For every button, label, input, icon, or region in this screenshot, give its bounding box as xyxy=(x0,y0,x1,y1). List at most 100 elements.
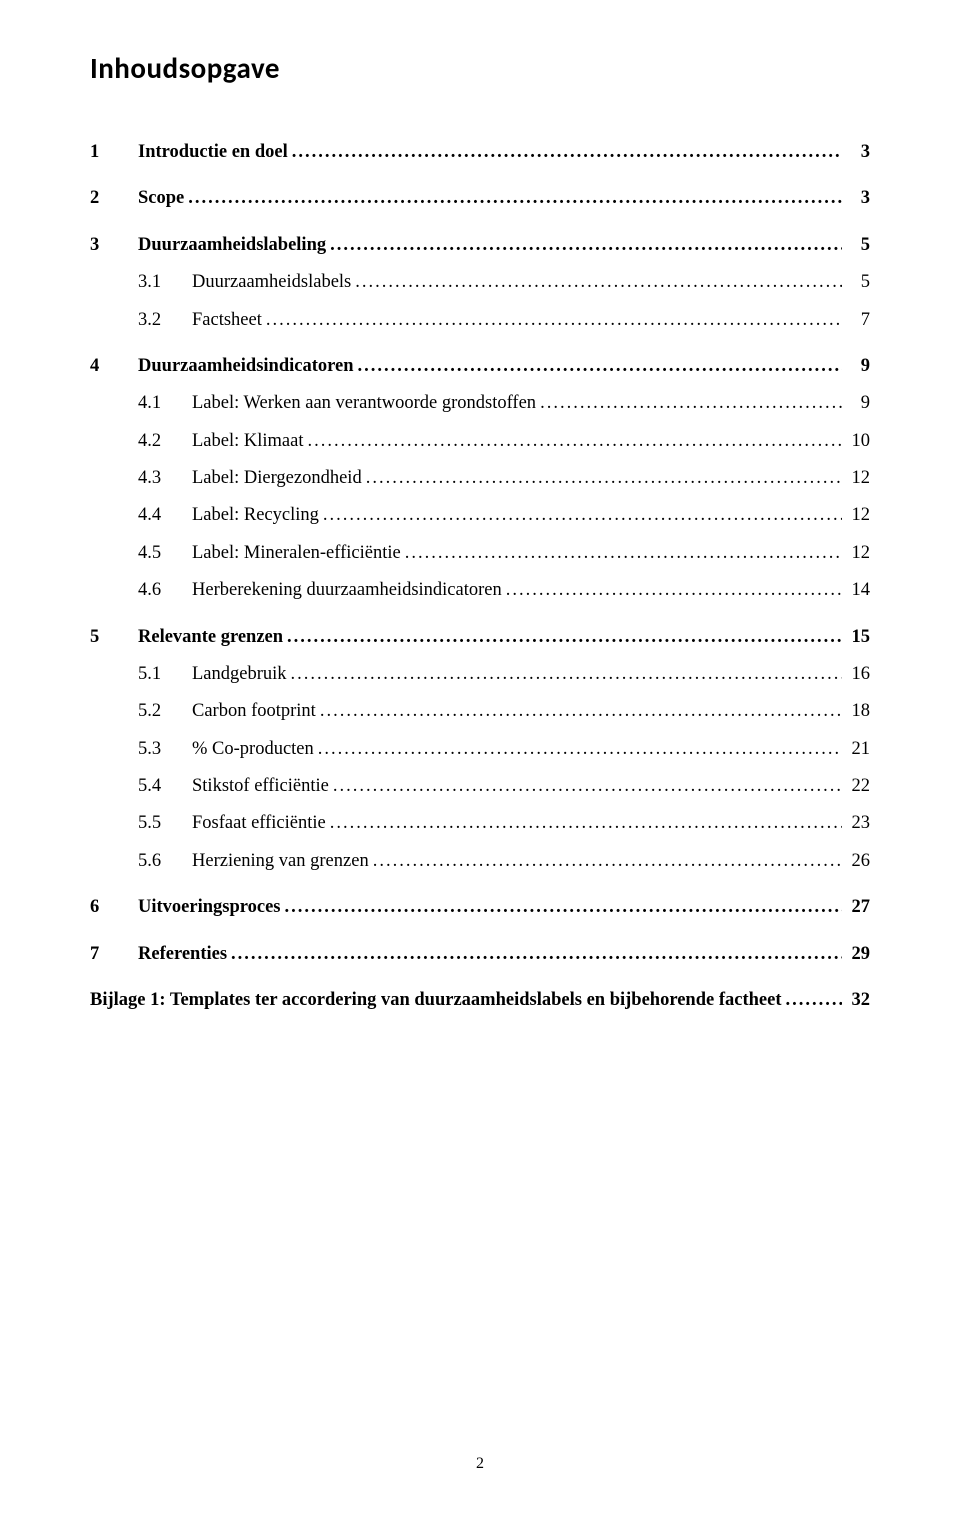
toc-dot-leader xyxy=(373,845,842,877)
toc-entry[interactable]: 2Scope 3 xyxy=(90,182,870,214)
toc-dot-leader xyxy=(358,350,842,382)
toc-entry[interactable]: 4.4Label: Recycling12 xyxy=(90,499,870,531)
toc-entry-number: 3.2 xyxy=(138,304,192,336)
toc-dot-leader xyxy=(318,733,842,765)
toc-dot-leader xyxy=(355,266,842,298)
toc-dot-leader xyxy=(333,770,842,802)
toc-entry-number: 5.2 xyxy=(138,695,192,727)
toc-entry[interactable]: 4.2Label: Klimaat 10 xyxy=(90,425,870,457)
toc-entry-number: 5.1 xyxy=(138,658,192,690)
toc-entry-page: 7 xyxy=(846,304,870,336)
toc-entry-number: 5.5 xyxy=(138,807,192,839)
toc-dot-leader xyxy=(307,425,842,457)
toc-entry-page: 23 xyxy=(846,807,870,839)
toc-entry-page: 3 xyxy=(846,136,870,168)
toc-entry-number: 7 xyxy=(90,938,138,970)
toc-dot-leader xyxy=(292,136,842,168)
toc-entry-label: Label: Werken aan verantwoorde grondstof… xyxy=(192,387,536,419)
toc-entry[interactable]: 4.6Herberekening duurzaamheidsindicatore… xyxy=(90,574,870,606)
toc-entry-page: 15 xyxy=(846,621,870,653)
toc-entry-number: 5 xyxy=(90,621,138,653)
page-title: Inhoudsopgave xyxy=(90,50,870,86)
toc-entry[interactable]: 4Duurzaamheidsindicatoren 9 xyxy=(90,350,870,382)
toc-entry-label: Scope xyxy=(138,182,184,214)
toc-dot-leader xyxy=(506,574,842,606)
toc-dot-leader xyxy=(323,499,842,531)
toc-entry-label: Label: Diergezondheid xyxy=(192,462,362,494)
toc-entry[interactable]: 5.2Carbon footprint 18 xyxy=(90,695,870,727)
toc-entry-page: 12 xyxy=(846,537,870,569)
toc-entry-number: 6 xyxy=(90,891,138,923)
toc-entry-page: 16 xyxy=(846,658,870,690)
toc-entry[interactable]: 3.1Duurzaamheidslabels 5 xyxy=(90,266,870,298)
toc-entry[interactable]: 4.1Label: Werken aan verantwoorde gronds… xyxy=(90,387,870,419)
toc-dot-leader xyxy=(287,621,842,653)
toc-entry-page: 32 xyxy=(846,984,870,1016)
toc-entry-label: % Co-producten xyxy=(192,733,314,765)
toc-entry[interactable]: 7Referenties 29 xyxy=(90,938,870,970)
toc-entry[interactable]: 5.6Herziening van grenzen 26 xyxy=(90,845,870,877)
toc-entry-page: 9 xyxy=(846,387,870,419)
toc-entry-label: Label: Klimaat xyxy=(192,425,303,457)
toc-entry-page: 26 xyxy=(846,845,870,877)
toc-entry-page: 3 xyxy=(846,182,870,214)
toc-entry[interactable]: 4.5Label: Mineralen-efficiëntie 12 xyxy=(90,537,870,569)
toc-dot-leader xyxy=(231,938,842,970)
toc-entry-label: Duurzaamheidsindicatoren xyxy=(138,350,354,382)
toc-entry-label: Introductie en doel xyxy=(138,136,288,168)
toc-dot-leader xyxy=(188,182,842,214)
toc-entry[interactable]: 4.3Label: Diergezondheid 12 xyxy=(90,462,870,494)
toc-entry-label: Fosfaat efficiëntie xyxy=(192,807,326,839)
toc-entry-label: Duurzaamheidslabels xyxy=(192,266,351,298)
toc-entry-label: Herberekening duurzaamheidsindicatoren xyxy=(192,574,502,606)
table-of-contents: 1Introductie en doel32Scope33Duurzaamhei… xyxy=(90,136,870,1016)
toc-entry-page: 18 xyxy=(846,695,870,727)
toc-entry-page: 12 xyxy=(846,462,870,494)
toc-entry-number: 3.1 xyxy=(138,266,192,298)
toc-entry-number: 1 xyxy=(90,136,138,168)
toc-entry-label: Relevante grenzen xyxy=(138,621,283,653)
toc-entry-page: 29 xyxy=(846,938,870,970)
toc-entry-number: 4.1 xyxy=(138,387,192,419)
toc-entry-number: 5.6 xyxy=(138,845,192,877)
toc-dot-leader xyxy=(330,807,842,839)
toc-entry-number: 4.6 xyxy=(138,574,192,606)
toc-entry-number: 4.5 xyxy=(138,537,192,569)
toc-entry[interactable]: Bijlage 1: Templates ter accordering van… xyxy=(90,984,870,1016)
toc-dot-leader xyxy=(291,658,842,690)
toc-entry-page: 9 xyxy=(846,350,870,382)
toc-dot-leader xyxy=(785,984,842,1016)
toc-entry[interactable]: 1Introductie en doel 3 xyxy=(90,136,870,168)
toc-entry[interactable]: 5.3% Co-producten21 xyxy=(90,733,870,765)
page-number: 2 xyxy=(0,1455,960,1473)
toc-entry-number: 4 xyxy=(90,350,138,382)
toc-entry-page: 5 xyxy=(846,229,870,261)
toc-entry-page: 5 xyxy=(846,266,870,298)
toc-entry-number: 3 xyxy=(90,229,138,261)
toc-entry[interactable]: 6Uitvoeringsproces27 xyxy=(90,891,870,923)
toc-entry-number: 4.2 xyxy=(138,425,192,457)
toc-entry-label: Landgebruik xyxy=(192,658,287,690)
toc-entry-label: Carbon footprint xyxy=(192,695,316,727)
toc-entry[interactable]: 5.1Landgebruik 16 xyxy=(90,658,870,690)
toc-entry-label: Uitvoeringsproces xyxy=(138,891,281,923)
toc-entry[interactable]: 5.4Stikstof efficiëntie22 xyxy=(90,770,870,802)
toc-entry-page: 10 xyxy=(846,425,870,457)
toc-entry[interactable]: 5.5Fosfaat efficiëntie 23 xyxy=(90,807,870,839)
toc-dot-leader xyxy=(285,891,843,923)
toc-entry-number: 4.3 xyxy=(138,462,192,494)
toc-entry-label: Herziening van grenzen xyxy=(192,845,369,877)
toc-entry-number: 2 xyxy=(90,182,138,214)
toc-entry-number: 5.4 xyxy=(138,770,192,802)
toc-dot-leader xyxy=(366,462,842,494)
toc-dot-leader xyxy=(320,695,842,727)
toc-entry-label: Bijlage 1: Templates ter accordering van… xyxy=(90,984,781,1016)
toc-dot-leader xyxy=(540,387,842,419)
toc-entry[interactable]: 3Duurzaamheidslabeling5 xyxy=(90,229,870,261)
toc-entry[interactable]: 3.2Factsheet7 xyxy=(90,304,870,336)
toc-entry[interactable]: 5Relevante grenzen 15 xyxy=(90,621,870,653)
toc-entry-page: 12 xyxy=(846,499,870,531)
toc-entry-label: Label: Mineralen-efficiëntie xyxy=(192,537,401,569)
toc-entry-number: 5.3 xyxy=(138,733,192,765)
toc-entry-label: Referenties xyxy=(138,938,227,970)
